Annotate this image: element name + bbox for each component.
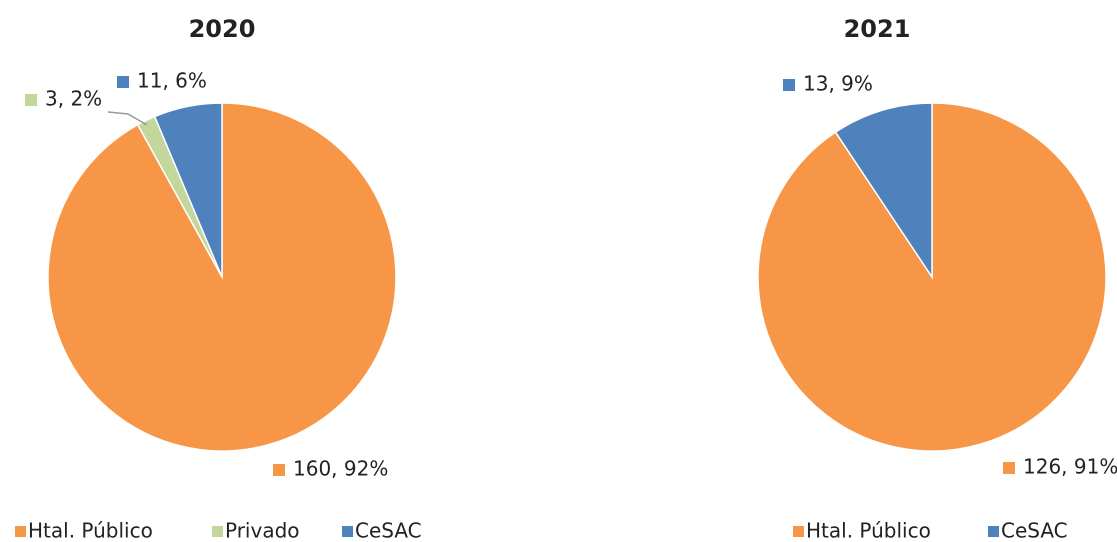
label-swatch (1003, 462, 1015, 474)
chart-title: 2020 (189, 15, 256, 43)
data-label: 126, 91% (1023, 455, 1117, 479)
legend-swatch (988, 526, 999, 537)
legend-label: Privado (225, 519, 300, 542)
data-label: 11, 6% (137, 69, 207, 93)
legend-label: CeSAC (355, 519, 422, 542)
data-label: 3, 2% (45, 87, 102, 111)
leader-line (107, 111, 148, 126)
label-swatch (25, 94, 37, 106)
pie-slice (834, 102, 933, 280)
pie-slice (153, 102, 223, 278)
label-swatch (117, 76, 129, 88)
chart-title: 2021 (844, 15, 911, 43)
legend-swatch (342, 526, 353, 537)
data-label: 13, 9% (803, 72, 873, 96)
label-swatch (783, 79, 795, 91)
data-label: 160, 92% (293, 457, 388, 481)
legend-label: Htal. Público (28, 519, 153, 542)
legend-label: Htal. Público (806, 519, 931, 542)
legend-swatch (15, 526, 26, 537)
label-swatch (273, 464, 285, 476)
legend-swatch (212, 526, 223, 537)
legend-label: CeSAC (1001, 519, 1068, 542)
legend-swatch (793, 526, 804, 537)
